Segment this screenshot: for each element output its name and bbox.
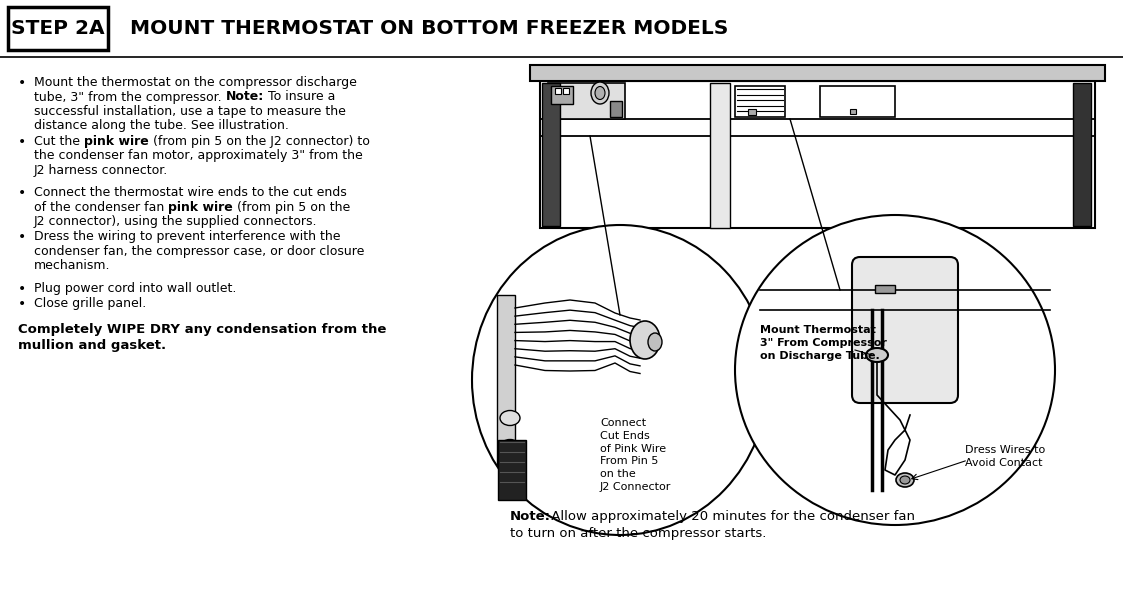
Ellipse shape [500, 468, 520, 483]
Text: Note:: Note: [226, 90, 264, 104]
Bar [820, 86, 895, 117]
Ellipse shape [648, 333, 661, 351]
Ellipse shape [630, 321, 660, 359]
Ellipse shape [734, 215, 1054, 525]
Text: •: • [18, 282, 26, 296]
Bar [875, 285, 895, 293]
Text: •: • [18, 76, 26, 90]
Text: Dress Wires to
Avoid Contact: Dress Wires to Avoid Contact [965, 445, 1046, 468]
Text: J2 connector), using the supplied connectors.: J2 connector), using the supplied connec… [34, 215, 318, 228]
Bar [748, 109, 756, 115]
Text: MOUNT THERMOSTAT ON BOTTOM FREEZER MODELS: MOUNT THERMOSTAT ON BOTTOM FREEZER MODEL… [116, 19, 729, 38]
Text: Cut the: Cut the [34, 135, 84, 147]
Text: Plug power cord into wall outlet.: Plug power cord into wall outlet. [34, 282, 236, 295]
Text: the condenser fan motor, approximately 3" from the: the condenser fan motor, approximately 3… [34, 149, 363, 162]
Bar [850, 109, 856, 114]
Text: •: • [18, 186, 26, 200]
Bar [563, 88, 569, 94]
Bar [530, 65, 1105, 81]
Text: mullion and gasket.: mullion and gasket. [18, 339, 166, 352]
Text: to turn on after the compressor starts.: to turn on after the compressor starts. [510, 527, 766, 540]
Bar [542, 83, 560, 226]
Text: Mount Thermostat
3" From Compressor
on Discharge Tube.: Mount Thermostat 3" From Compressor on D… [760, 325, 887, 361]
Ellipse shape [896, 473, 914, 487]
Ellipse shape [591, 82, 609, 104]
Text: •: • [18, 231, 26, 244]
Text: •: • [18, 135, 26, 149]
Bar [548, 83, 626, 119]
Ellipse shape [866, 348, 888, 362]
Text: (from pin 5 on the: (from pin 5 on the [232, 200, 350, 214]
Text: of the condenser fan: of the condenser fan [34, 200, 168, 214]
Bar [8, 7, 108, 50]
Text: tube, 3" from the compressor.: tube, 3" from the compressor. [34, 90, 226, 104]
Text: Allow approximately 20 minutes for the condenser fan: Allow approximately 20 minutes for the c… [547, 510, 915, 523]
Bar [551, 86, 573, 104]
Bar [734, 86, 785, 117]
Text: pink wire: pink wire [168, 200, 232, 214]
Text: Completely WIPE DRY any condensation from the: Completely WIPE DRY any condensation fro… [18, 323, 386, 337]
Bar [710, 83, 730, 228]
Bar [1072, 83, 1092, 226]
Bar [555, 88, 562, 94]
Text: successful installation, use a tape to measure the: successful installation, use a tape to m… [34, 105, 346, 118]
Bar [497, 295, 515, 465]
Text: Dress the wiring to prevent interference with the: Dress the wiring to prevent interference… [34, 231, 340, 243]
Ellipse shape [595, 87, 605, 99]
FancyBboxPatch shape [852, 257, 958, 403]
Text: Connect
Cut Ends
of Pink Wire
From Pin 5
on the
J2 Connector: Connect Cut Ends of Pink Wire From Pin 5… [600, 418, 672, 492]
Text: condenser fan, the compressor case, or door closure: condenser fan, the compressor case, or d… [34, 245, 364, 258]
Text: Note:: Note: [510, 510, 551, 523]
Text: To insure a: To insure a [264, 90, 336, 104]
Bar [610, 101, 622, 117]
Ellipse shape [472, 225, 768, 535]
Text: STEP 2A: STEP 2A [11, 19, 104, 38]
Text: J2 harness connector.: J2 harness connector. [34, 164, 168, 177]
Text: •: • [18, 297, 26, 311]
Bar [497, 440, 526, 500]
Bar [540, 81, 1095, 228]
Ellipse shape [500, 439, 520, 455]
Text: Connect the thermostat wire ends to the cut ends: Connect the thermostat wire ends to the … [34, 186, 347, 199]
Text: mechanism.: mechanism. [34, 259, 110, 273]
Text: pink wire: pink wire [84, 135, 148, 147]
Text: Close grille panel.: Close grille panel. [34, 297, 146, 310]
Text: Mount the thermostat on the compressor discharge: Mount the thermostat on the compressor d… [34, 76, 357, 89]
Text: (from pin 5 on the J2 connector) to: (from pin 5 on the J2 connector) to [148, 135, 369, 147]
Ellipse shape [900, 476, 910, 484]
Text: distance along the tube. See illustration.: distance along the tube. See illustratio… [34, 120, 289, 132]
Ellipse shape [500, 411, 520, 426]
